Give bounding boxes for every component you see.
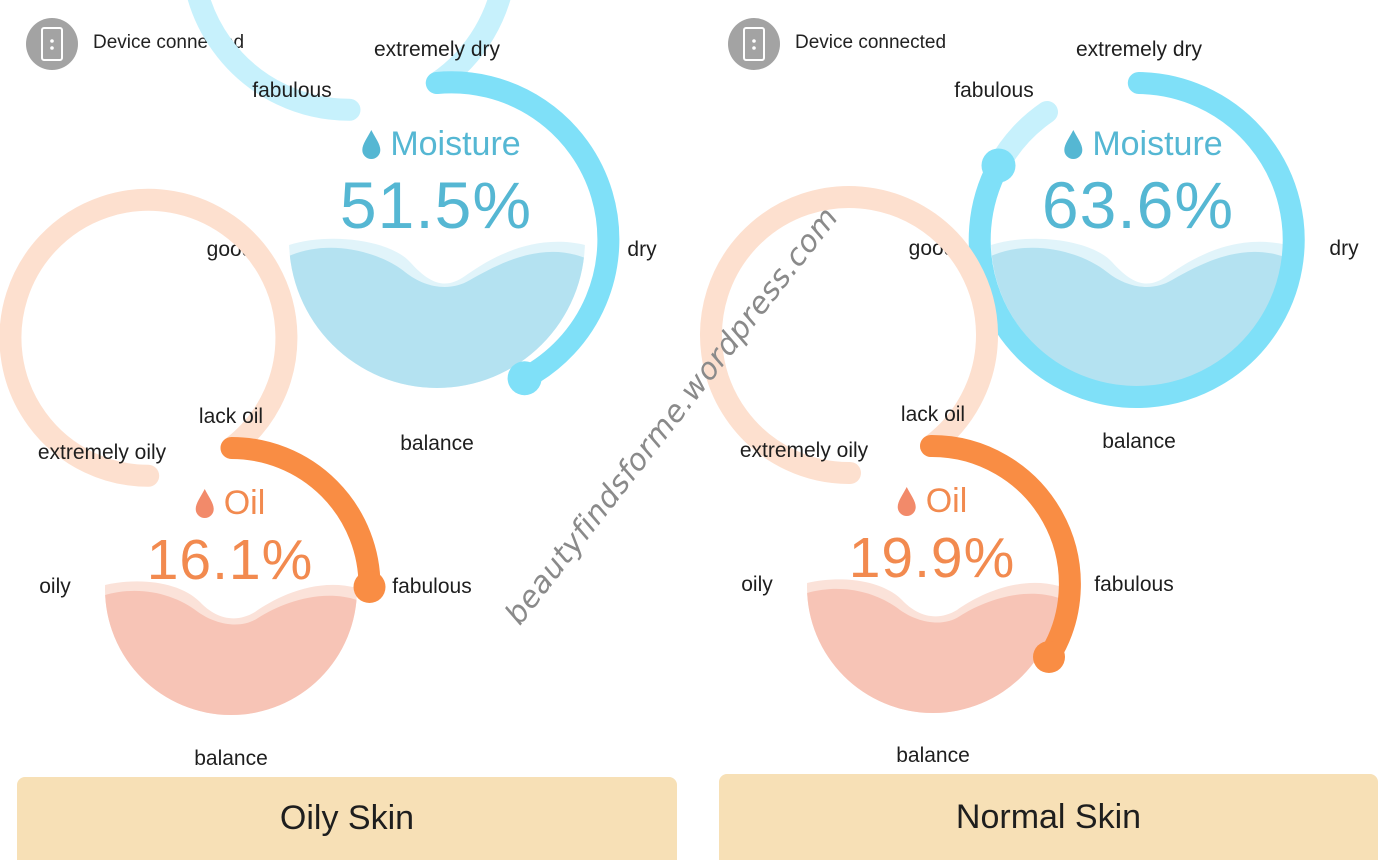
moisture-title: Moisture xyxy=(1063,125,1223,163)
phone-device-icon xyxy=(728,18,780,70)
label-dry: dry xyxy=(627,238,657,261)
label-oily: oily xyxy=(39,575,71,598)
phone-device-icon xyxy=(26,18,78,70)
oil-gauge xyxy=(700,186,1081,713)
oil-value-arc xyxy=(220,437,381,598)
label-extremely-dry: extremely dry xyxy=(1075,38,1203,61)
oil-drop-icon xyxy=(195,489,214,518)
label-oil-balance: balance xyxy=(194,747,268,770)
label-lack-oil: lack oil xyxy=(900,403,966,426)
label-dry: dry xyxy=(1329,237,1359,260)
moisture-value-handle xyxy=(981,148,1016,183)
moisture-title: Moisture xyxy=(361,125,521,163)
oil-title-text: Oil xyxy=(223,484,266,522)
oil-value-arc xyxy=(920,434,1081,668)
water-drop-icon xyxy=(362,130,381,159)
oil-value-handle xyxy=(1033,641,1065,673)
label-fabulous: fabulous xyxy=(252,79,332,102)
moisture-gauge xyxy=(187,0,620,396)
label-extremely-oily: extremely oily xyxy=(37,441,167,464)
moisture-title-text: Moisture xyxy=(390,125,521,163)
label-oil-fabulous: fabulous xyxy=(1094,573,1174,596)
skin-type-label: Oily Skin xyxy=(279,799,415,837)
label-extremely-dry: extremely dry xyxy=(373,38,501,61)
skin-type-label: Normal Skin xyxy=(955,797,1142,836)
skin-panel-left: Device connected extremely dry fabulous … xyxy=(0,0,677,860)
label-lack-oil: lack oil xyxy=(198,405,264,428)
oil-title-text: Oil xyxy=(925,482,968,520)
label-balance: balance xyxy=(1102,430,1176,453)
oil-value: 16.1% xyxy=(146,528,314,592)
oil-gauge xyxy=(0,188,386,715)
device-status-text: Device connected xyxy=(795,32,947,53)
oil-drop-icon xyxy=(897,487,916,516)
label-oil-balance: balance xyxy=(896,744,970,767)
moisture-value-handle xyxy=(507,361,542,396)
oil-value: 19.9% xyxy=(848,526,1016,590)
label-fabulous: fabulous xyxy=(954,79,1034,102)
oil-title: Oil xyxy=(897,482,968,520)
label-oil-fabulous: fabulous xyxy=(392,575,472,598)
device-status[interactable]: Device connected xyxy=(728,18,946,70)
label-extremely-oily: extremely oily xyxy=(739,439,869,462)
label-balance: balance xyxy=(400,432,474,455)
moisture-value: 63.6% xyxy=(1041,168,1235,242)
label-oily: oily xyxy=(741,573,773,596)
oil-value-handle xyxy=(353,571,386,603)
oil-title: Oil xyxy=(195,484,266,522)
skin-type-card: Oily Skin xyxy=(17,777,677,860)
moisture-value-arc xyxy=(425,71,620,390)
water-drop-icon xyxy=(1064,130,1083,159)
skin-type-card: Normal Skin xyxy=(719,774,1378,860)
moisture-value: 51.5% xyxy=(339,168,533,242)
moisture-title-text: Moisture xyxy=(1092,125,1223,163)
skin-panel-right: Device connected extremely dry fabulous … xyxy=(700,0,1400,860)
